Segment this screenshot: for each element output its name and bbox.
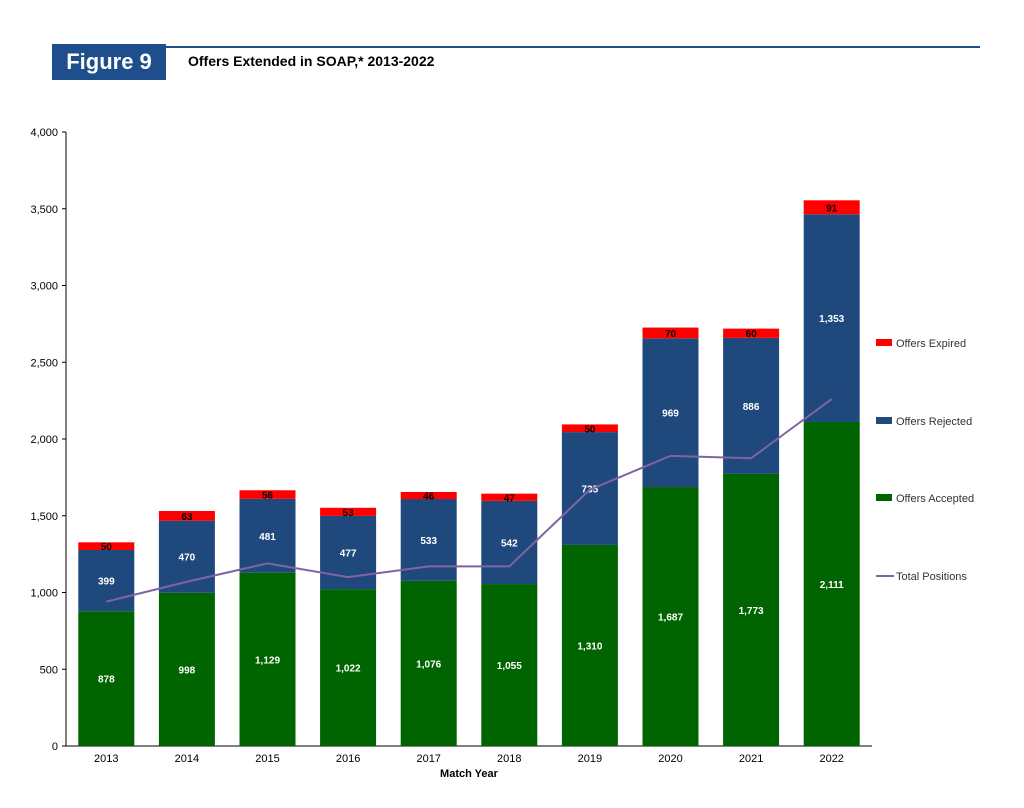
bar-offers-accepted	[803, 421, 860, 746]
x-tick-label: 2018	[497, 753, 521, 765]
y-tick-label: 1,000	[30, 588, 58, 600]
figure-badge: Figure 9	[52, 44, 166, 80]
x-tick-label: 2017	[416, 753, 440, 765]
data-label: 46	[423, 491, 435, 502]
bar-offers-accepted	[561, 544, 618, 746]
legend-offers-expired-label: Offers Expired	[896, 338, 966, 350]
data-label: 542	[501, 538, 518, 549]
bar-offers-accepted	[158, 592, 215, 746]
legend-offers-accepted-label: Offers Accepted	[896, 493, 974, 505]
data-label: 50	[101, 542, 113, 553]
data-label: 1,055	[497, 661, 522, 672]
bar-offers-expired	[158, 510, 215, 521]
bar-offers-rejected	[642, 338, 699, 488]
y-tick-label: 3,000	[30, 281, 58, 293]
data-label: 969	[662, 409, 679, 420]
data-label: 60	[746, 329, 758, 340]
bar-offers-expired	[78, 542, 135, 550]
line-total-positions	[106, 398, 833, 603]
data-label: 1,310	[577, 641, 602, 652]
data-label: 399	[98, 577, 115, 588]
y-tick-label: 2,500	[30, 357, 58, 369]
y-tick-label: 2,000	[30, 434, 58, 446]
data-label: 998	[179, 665, 196, 676]
y-tick-label: 4,000	[30, 127, 58, 139]
bar-offers-expired	[481, 493, 538, 501]
bar-offers-accepted	[642, 487, 699, 746]
data-label: 2,111	[820, 580, 844, 591]
bar-offers-rejected	[803, 214, 860, 422]
legend-offers-expired-swatch	[876, 339, 892, 346]
data-label: 1,076	[416, 659, 441, 670]
data-label: 50	[584, 424, 596, 435]
y-tick-label: 3,500	[30, 204, 58, 216]
bar-offers-rejected	[561, 432, 618, 545]
data-label: 477	[340, 549, 357, 560]
x-tick-label: 2014	[175, 753, 199, 765]
data-label: 1,022	[336, 664, 361, 675]
data-label: 91	[826, 203, 838, 214]
data-label: 481	[259, 532, 276, 543]
bar-offers-expired	[400, 491, 457, 500]
data-label: 1,773	[739, 606, 764, 617]
data-label: 56	[262, 491, 274, 502]
bar-offers-accepted	[320, 589, 377, 746]
bar-offers-expired	[561, 424, 618, 433]
data-label: 1,353	[819, 314, 844, 325]
data-label: 470	[179, 553, 196, 564]
bar-offers-expired	[320, 507, 377, 516]
data-label: 70	[665, 329, 677, 340]
legend-offers-rejected-label: Offers Rejected	[896, 416, 972, 428]
data-label: 533	[420, 536, 437, 547]
data-label: 1,687	[658, 613, 683, 624]
bar-offers-expired	[803, 200, 860, 215]
data-label: 53	[343, 508, 355, 519]
x-axis-label: Match Year	[440, 768, 499, 780]
x-tick-label: 2019	[578, 753, 602, 765]
data-label: 1,129	[255, 655, 280, 666]
bar-offers-accepted	[78, 611, 135, 746]
bar-offers-accepted	[723, 473, 780, 746]
data-label: 47	[504, 493, 516, 504]
x-tick-label: 2015	[255, 753, 279, 765]
bar-offers-expired	[239, 490, 296, 499]
x-tick-label: 2016	[336, 753, 360, 765]
legend-offers-rejected-swatch	[876, 417, 892, 424]
data-label: 63	[181, 512, 193, 523]
figure-title: Offers Extended in SOAP,* 2013-2022	[188, 53, 435, 69]
bar-offers-rejected	[239, 498, 296, 573]
header-rule	[52, 46, 980, 48]
bar-offers-accepted	[239, 572, 296, 746]
x-tick-label: 2022	[819, 753, 843, 765]
data-label: 878	[98, 675, 115, 686]
x-tick-label: 2020	[658, 753, 682, 765]
bar-offers-rejected	[723, 337, 780, 474]
x-tick-label: 2021	[739, 753, 763, 765]
y-tick-label: 1,500	[30, 511, 58, 523]
data-label: 886	[743, 402, 760, 413]
x-tick-label: 2013	[94, 753, 118, 765]
bar-offers-accepted	[400, 580, 457, 746]
bar-offers-expired	[642, 327, 699, 339]
bar-offers-expired	[723, 328, 780, 338]
y-tick-label: 500	[40, 664, 58, 676]
bar-offers-accepted	[481, 584, 538, 746]
bar-offers-rejected	[481, 500, 538, 585]
y-tick-label: 0	[52, 741, 58, 753]
legend-total-positions-label: Total Positions	[896, 571, 967, 583]
legend-offers-accepted-swatch	[876, 494, 892, 501]
